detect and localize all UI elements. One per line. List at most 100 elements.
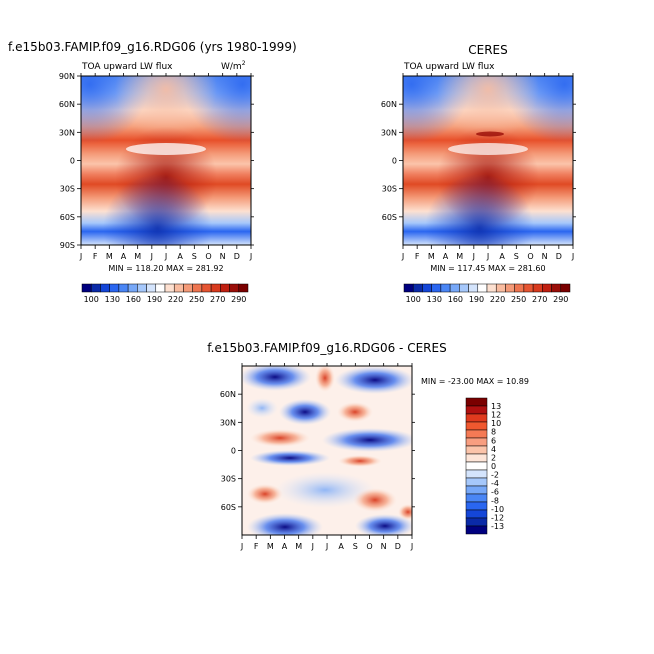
colorbar-swatch xyxy=(146,283,157,293)
x-tick-label: J xyxy=(571,252,574,261)
colorbar-label: 4 xyxy=(491,445,496,454)
colorbar-label: 130 xyxy=(427,295,442,304)
colorbar-swatch xyxy=(505,283,515,293)
colorbar-swatch xyxy=(465,429,488,439)
x-tick-label: F xyxy=(415,252,420,261)
colorbar-swatch xyxy=(155,283,166,293)
colorbar-swatch xyxy=(477,283,488,293)
x-tick-label: J xyxy=(486,252,489,261)
colorbar-swatch xyxy=(465,453,488,463)
colorbar-swatch xyxy=(183,283,193,293)
y-tick-label: 30S xyxy=(60,185,75,194)
colorbar-label: -13 xyxy=(491,522,504,531)
x-tick-label: A xyxy=(282,542,288,551)
x-tick-label: N xyxy=(381,542,387,551)
colorbar-swatch xyxy=(465,485,488,495)
colorbar-swatch xyxy=(465,493,488,503)
x-tick-label: D xyxy=(234,252,240,261)
panel-a-stats: MIN = 118.20 MAX = 281.92 xyxy=(108,264,223,273)
colorbar-label: 8 xyxy=(491,428,496,437)
colorbar-swatch xyxy=(495,283,506,293)
colorbar-label: 250 xyxy=(511,295,526,304)
colorbar-swatch xyxy=(465,405,488,415)
panel-c-field xyxy=(242,366,412,535)
colorbar-swatch xyxy=(173,283,184,293)
x-tick-label: M xyxy=(295,542,302,551)
x-tick-label: M xyxy=(428,252,435,261)
colorbar-label: 6 xyxy=(491,436,496,445)
y-tick-label: 60S xyxy=(382,213,397,222)
colorbar-swatch xyxy=(465,469,488,479)
x-tick-label: A xyxy=(338,542,344,551)
colorbar-swatch xyxy=(431,283,442,293)
colorbar-swatch xyxy=(465,525,488,535)
colorbar-swatch xyxy=(465,461,488,471)
x-tick-label: J xyxy=(79,252,82,261)
colorbar-label: 0 xyxy=(491,462,496,471)
x-tick-label: O xyxy=(527,252,533,261)
x-tick-label: F xyxy=(254,542,259,551)
y-tick-label: 30S xyxy=(382,185,397,194)
colorbar-label: -8 xyxy=(491,496,499,505)
colorbar-label: -12 xyxy=(491,513,504,522)
colorbar-swatch xyxy=(201,283,212,293)
x-tick-label: J xyxy=(325,542,328,551)
y-tick-label: 90N xyxy=(59,72,75,81)
colorbar-label: 190 xyxy=(469,295,484,304)
panel-a-colorbar: 100 130 160 190 220 250 270 290 xyxy=(81,283,249,304)
x-tick-label: A xyxy=(121,252,127,261)
y-tick-label: 0 xyxy=(70,157,75,166)
x-tick-label: A xyxy=(177,252,183,261)
colorbar-label: 290 xyxy=(231,295,246,304)
colorbar-swatch xyxy=(422,283,432,293)
x-tick-label: M xyxy=(134,252,141,261)
colorbar-swatch xyxy=(220,283,230,293)
colorbar-swatch xyxy=(551,283,562,293)
colorbar-swatch xyxy=(532,283,543,293)
colorbar-label: 13 xyxy=(491,402,501,411)
colorbar-swatch xyxy=(412,283,423,293)
x-tick-label: N xyxy=(220,252,226,261)
colorbar-label: 2 xyxy=(491,453,496,462)
x-tick-label: O xyxy=(366,542,372,551)
panel-b-colorbar: 100 130 160 190 220 250 270 290 xyxy=(403,283,571,304)
y-tick-label: 30S xyxy=(221,475,236,484)
colorbar-swatch xyxy=(210,283,221,293)
panel-a-title: f.e15b03.FAMIP.f09_g16.RDG06 (yrs 1980-1… xyxy=(8,40,297,54)
x-tick-label: J xyxy=(164,252,167,261)
x-tick-label: N xyxy=(542,252,548,261)
colorbar-swatch xyxy=(137,283,147,293)
colorbar-label: 290 xyxy=(553,295,568,304)
panel-b-stats: MIN = 117.45 MAX = 281.60 xyxy=(430,264,545,273)
colorbar-swatch xyxy=(465,501,488,511)
panel-b-field xyxy=(403,76,573,245)
y-tick-label: 60S xyxy=(60,213,75,222)
panel-a-field xyxy=(81,76,251,245)
colorbar-swatch xyxy=(459,283,469,293)
x-tick-label: J xyxy=(150,252,153,261)
y-tick-label: 60N xyxy=(381,100,397,109)
y-tick-label: 60N xyxy=(59,100,75,109)
colorbar-swatch xyxy=(465,477,488,487)
x-tick-label: D xyxy=(395,542,401,551)
colorbar-swatch xyxy=(465,517,488,527)
x-tick-label: J xyxy=(311,542,314,551)
colorbar-swatch xyxy=(449,283,460,293)
x-tick-label: O xyxy=(205,252,211,261)
y-tick-label: 30N xyxy=(59,128,75,137)
colorbar-swatch xyxy=(465,413,488,423)
colorbar-swatch xyxy=(229,283,240,293)
x-tick-label: M xyxy=(267,542,274,551)
x-tick-label: J xyxy=(249,252,252,261)
colorbar-label: -2 xyxy=(491,471,499,480)
colorbar-swatch xyxy=(109,283,120,293)
x-tick-label: J xyxy=(472,252,475,261)
y-tick-label: 30N xyxy=(381,128,397,137)
panel-b-subtitle: TOA upward LW flux xyxy=(403,62,495,72)
colorbar-label: 100 xyxy=(84,295,99,304)
x-tick-label: M xyxy=(106,252,113,261)
colorbar-swatch xyxy=(465,445,488,455)
